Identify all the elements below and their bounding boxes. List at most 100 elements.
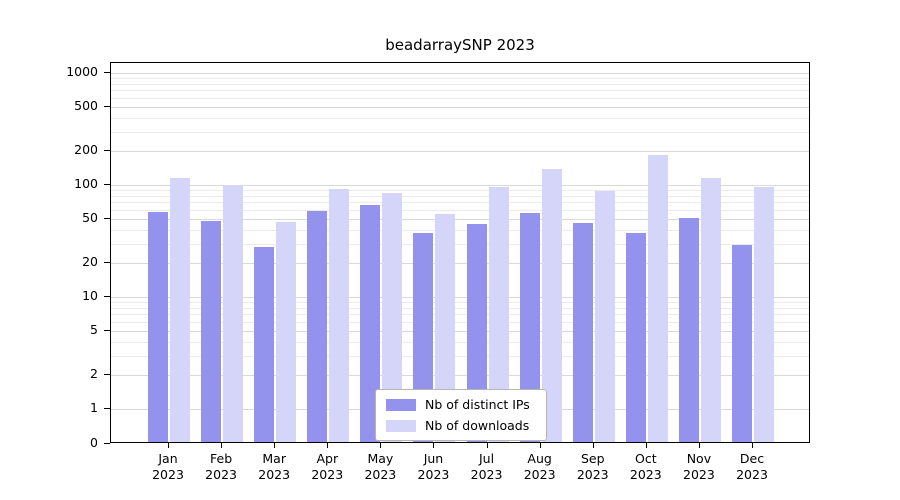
gridline-minor [111, 355, 809, 357]
y-tick-label: 20 [82, 254, 98, 270]
legend-label-downloads: Nb of downloads [425, 418, 530, 433]
x-tick-label: Sep 2023 [563, 451, 623, 484]
y-tick-label: 50 [82, 209, 98, 225]
y-tick-label: 10 [82, 288, 98, 303]
y-axis-tick [104, 443, 110, 444]
x-axis-tick [168, 443, 169, 448]
bar-distinct-ips [572, 222, 593, 442]
x-axis-tick [539, 443, 541, 448]
x-tick-label: Aug 2023 [510, 451, 570, 484]
y-axis-tick [104, 329, 110, 331]
gridline-major [111, 218, 809, 220]
y-axis-tick [104, 408, 110, 409]
x-tick-label: Feb 2023 [191, 451, 251, 484]
x-tick-year: 2023 [523, 467, 556, 483]
x-tick-month: Dec [739, 451, 765, 466]
y-axis-tick [104, 184, 110, 185]
x-tick-month: Jan [158, 451, 178, 466]
bar-downloads [435, 214, 456, 442]
x-tick-month: Nov [686, 451, 712, 466]
bar-distinct-ips [519, 213, 540, 442]
gridline-minor [111, 243, 809, 245]
x-tick-month: Apr [316, 451, 339, 466]
gridline-major [111, 106, 809, 108]
bar-downloads [700, 177, 721, 442]
legend-swatch-downloads [386, 419, 416, 432]
y-axis-tick [104, 217, 110, 219]
x-tick-year: 2023 [470, 467, 503, 483]
x-tick-month: May [367, 451, 394, 466]
x-tick-label: Dec 2023 [722, 451, 782, 484]
y-axis-tick [104, 105, 110, 107]
gridline-major [111, 185, 809, 186]
legend-item-downloads: Nb of downloads [386, 418, 536, 433]
y-tick-label: 200 [74, 142, 98, 158]
legend: Nb of distinct IPs Nb of downloads [375, 389, 547, 441]
plot-area [110, 62, 810, 443]
bar-downloads [488, 186, 509, 442]
gridline-minor [111, 302, 809, 304]
x-tick-month: Feb [210, 451, 233, 466]
bar-downloads [223, 185, 244, 442]
y-tick-label: 0 [90, 435, 98, 450]
bar-downloads [276, 221, 297, 442]
bar-downloads [170, 178, 190, 442]
chart-title: beadarraySNP 2023 [385, 36, 535, 54]
bar-downloads [754, 187, 774, 442]
x-tick-label: Jan 2023 [138, 451, 198, 484]
gridline-minor [111, 229, 809, 231]
gridline-major [111, 375, 809, 377]
gridline-minor [111, 202, 809, 204]
gridline-minor [111, 83, 809, 85]
x-axis-tick [327, 443, 329, 448]
gridline-major [111, 151, 809, 153]
bar-downloads [541, 168, 562, 442]
y-axis-tick [104, 72, 110, 73]
x-tick-month: Jun [423, 451, 444, 466]
bar-downloads [594, 190, 615, 442]
y-tick-label: 5 [90, 321, 98, 337]
x-tick-year: 2023 [576, 467, 609, 483]
gridline-major [111, 73, 809, 74]
x-tick-month: Jul [478, 451, 495, 466]
x-tick-year: 2023 [152, 467, 184, 483]
y-tick-label: 1000 [66, 64, 98, 79]
x-axis-tick [274, 443, 276, 448]
y-axis-tick [104, 296, 110, 297]
x-tick-label: Jul 2023 [457, 451, 517, 484]
gridline-minor [111, 97, 809, 99]
gridline-major [111, 330, 809, 332]
y-tick-label: 100 [74, 176, 98, 191]
bar-distinct-ips [732, 245, 752, 442]
legend-swatch-distinct-ips [386, 398, 416, 411]
gridline-minor [111, 90, 809, 92]
x-tick-label: Mar 2023 [244, 451, 304, 484]
gridline-minor [111, 209, 809, 211]
bar-distinct-ips [678, 217, 699, 442]
legend-label-distinct-ips: Nb of distinct IPs [425, 397, 530, 412]
gridline-minor [111, 78, 809, 80]
x-tick-year: 2023 [736, 467, 768, 483]
y-axis-tick [104, 374, 110, 376]
x-tick-year: 2023 [205, 467, 237, 483]
bar-distinct-ips [254, 246, 275, 442]
gridline-minor [111, 321, 809, 323]
bar-distinct-ips [201, 220, 222, 442]
x-tick-year: 2023 [258, 467, 291, 483]
x-tick-month: Mar [262, 451, 286, 466]
x-tick-year: 2023 [364, 467, 397, 483]
gridline-minor [111, 117, 809, 119]
x-tick-label: Apr 2023 [297, 451, 357, 484]
x-axis-tick [698, 443, 700, 448]
bar-distinct-ips [625, 233, 646, 442]
bar-downloads [647, 155, 668, 442]
bar-distinct-ips [466, 223, 487, 442]
gridline-minor [111, 307, 809, 309]
x-tick-year: 2023 [417, 467, 450, 483]
gridline-minor [111, 341, 809, 343]
legend-item-distinct-ips: Nb of distinct IPs [386, 397, 536, 412]
y-tick-label: 500 [74, 97, 98, 113]
gridline-minor [111, 314, 809, 316]
bar-distinct-ips [360, 205, 381, 442]
x-axis-tick [752, 443, 753, 448]
